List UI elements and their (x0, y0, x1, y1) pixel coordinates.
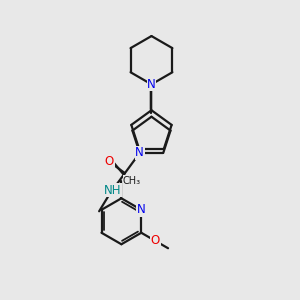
Text: O: O (151, 234, 160, 248)
Text: O: O (105, 155, 114, 168)
Text: N: N (135, 146, 144, 159)
Text: N: N (147, 78, 156, 91)
Text: N: N (137, 203, 146, 216)
Text: CH₃: CH₃ (123, 176, 141, 186)
Text: NH: NH (103, 184, 121, 197)
